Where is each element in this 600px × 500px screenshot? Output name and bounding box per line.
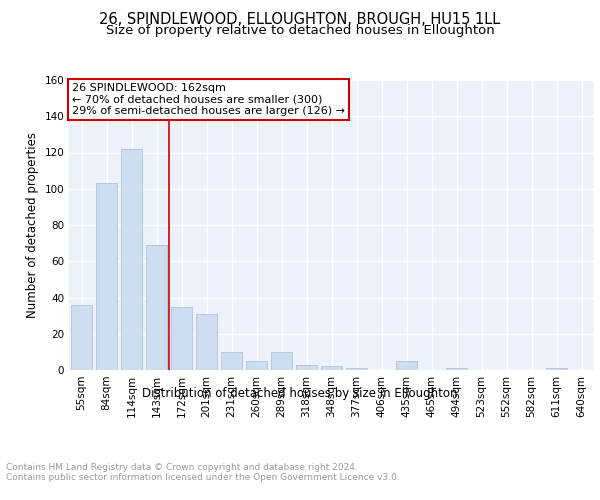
Text: Distribution of detached houses by size in Elloughton: Distribution of detached houses by size …: [142, 388, 458, 400]
Bar: [146, 245, 167, 370]
Bar: [196, 314, 217, 370]
Bar: [71, 304, 92, 370]
Text: 26, SPINDLEWOOD, ELLOUGHTON, BROUGH, HU15 1LL: 26, SPINDLEWOOD, ELLOUGHTON, BROUGH, HU1…: [100, 12, 500, 28]
Bar: [96, 184, 117, 370]
Text: Contains HM Land Registry data © Crown copyright and database right 2024.
Contai: Contains HM Land Registry data © Crown c…: [6, 462, 400, 482]
Bar: [546, 368, 567, 370]
Bar: [271, 352, 292, 370]
Bar: [246, 361, 267, 370]
Y-axis label: Number of detached properties: Number of detached properties: [26, 132, 39, 318]
Bar: [446, 368, 467, 370]
Bar: [171, 306, 192, 370]
Bar: [121, 149, 142, 370]
Bar: [221, 352, 242, 370]
Text: 26 SPINDLEWOOD: 162sqm
← 70% of detached houses are smaller (300)
29% of semi-de: 26 SPINDLEWOOD: 162sqm ← 70% of detached…: [71, 83, 344, 116]
Bar: [346, 368, 367, 370]
Text: Size of property relative to detached houses in Elloughton: Size of property relative to detached ho…: [106, 24, 494, 37]
Bar: [321, 366, 342, 370]
Bar: [296, 364, 317, 370]
Bar: [396, 361, 417, 370]
